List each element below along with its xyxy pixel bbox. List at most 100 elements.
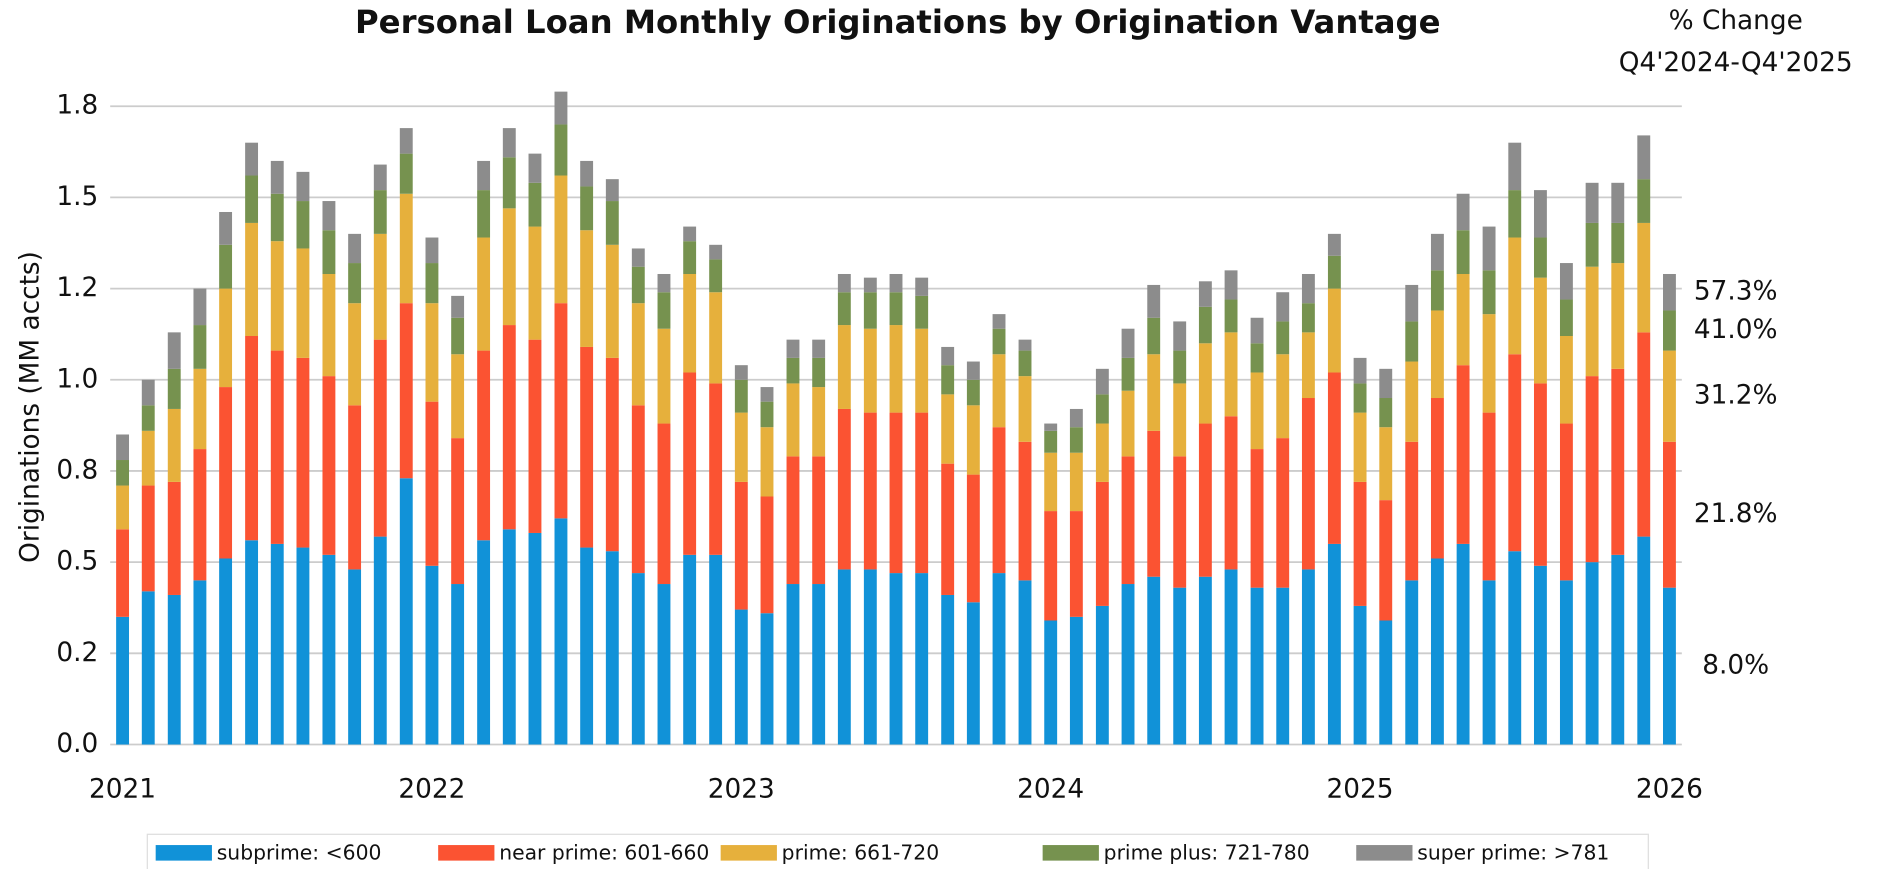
bar-segment	[502, 325, 516, 530]
change-label: 31.2%	[1694, 381, 1778, 411]
bar-segment	[1301, 332, 1315, 399]
bar-segment	[141, 379, 155, 406]
bar-segment	[1198, 343, 1212, 424]
bar-segment	[657, 292, 671, 329]
bar-segment	[1353, 605, 1367, 745]
bar-segment	[193, 288, 207, 326]
bar-segment	[399, 303, 413, 479]
y-tick-label: 1.8	[56, 91, 98, 121]
bar-segment	[1508, 190, 1522, 238]
bar-segment	[657, 273, 671, 293]
bar-segment	[1585, 222, 1599, 267]
bar-segment	[1224, 416, 1238, 570]
bar-segment	[709, 292, 723, 384]
bar-segment	[348, 263, 362, 304]
bar-segment	[1353, 383, 1367, 413]
bar-segment	[1173, 456, 1187, 588]
bar-segment	[451, 584, 465, 745]
bar-segment	[1533, 237, 1547, 278]
y-tick-label: 0.8	[56, 455, 98, 485]
bar-segment	[760, 427, 774, 497]
bar-segment	[1224, 270, 1238, 300]
bar-segment	[245, 222, 259, 337]
bar-segment	[1456, 543, 1470, 745]
bar-segment	[1559, 580, 1573, 745]
bar-segment	[580, 346, 594, 548]
bar-segment	[1637, 179, 1651, 223]
bar-segment	[1405, 321, 1419, 362]
bar-segment	[373, 536, 387, 745]
bar-segment	[554, 175, 568, 304]
x-tick-label: 2023	[708, 775, 775, 805]
bar-segment	[1224, 299, 1238, 333]
bar-segment	[1095, 605, 1109, 745]
legend-swatch	[438, 845, 495, 861]
bar-segment	[270, 160, 284, 194]
bar-segment	[1508, 237, 1522, 355]
bar-segment	[373, 190, 387, 234]
bar-segment	[296, 171, 310, 202]
bar-segment	[1637, 135, 1651, 180]
bar-segment	[477, 540, 491, 745]
bar-segment	[1662, 587, 1676, 745]
bar-segment	[1069, 408, 1083, 428]
bar-segment	[1173, 321, 1187, 351]
bar-segment	[1662, 350, 1676, 442]
bar-segment	[141, 591, 155, 745]
bar-segment	[1327, 288, 1341, 373]
bar-segment	[451, 438, 465, 585]
bar-segment	[193, 580, 207, 745]
bar-segment	[296, 201, 310, 249]
bar-segment	[966, 361, 980, 380]
change-label: 57.3%	[1694, 277, 1778, 307]
bar-segment	[477, 350, 491, 541]
bar-segment	[1301, 569, 1315, 745]
bar-segment	[631, 303, 645, 406]
bar-segment	[219, 244, 233, 289]
bar-segment	[915, 277, 929, 296]
bar-segment	[399, 193, 413, 304]
bar-segment	[786, 584, 800, 745]
bar-segment	[477, 190, 491, 238]
bar-segment	[554, 124, 568, 176]
bar-segment	[1198, 423, 1212, 577]
bar-segment	[1533, 277, 1547, 384]
x-tick-label: 2022	[398, 775, 465, 805]
bar-segment	[554, 303, 568, 519]
bar-segment	[1637, 222, 1651, 333]
bar-segment	[116, 460, 130, 486]
change-label: 8.0%	[1702, 651, 1769, 681]
bar-segment	[1482, 412, 1496, 581]
x-tick-label: 2025	[1327, 775, 1394, 805]
change-title: % Change	[1669, 6, 1803, 36]
bar-segment	[863, 412, 877, 570]
bar-segment	[1250, 372, 1264, 450]
bar-segment	[863, 277, 877, 293]
y-tick-label: 0.2	[56, 638, 98, 668]
bar-segment	[992, 314, 1006, 329]
bar-segment	[1353, 357, 1367, 384]
bar-segment	[270, 193, 284, 242]
bar-segment	[863, 569, 877, 745]
bar-segment	[1250, 343, 1264, 373]
bar-segment	[1430, 310, 1444, 399]
bar-segment	[812, 456, 826, 585]
bar-segment	[915, 412, 929, 574]
bar-segment	[966, 474, 980, 603]
bar-segment	[889, 273, 903, 293]
legend-label: near prime: 601-660	[499, 840, 709, 864]
legend-label: super prime: >781	[1417, 840, 1609, 864]
bar-segment	[1044, 452, 1058, 512]
bar-segment	[322, 554, 336, 745]
bar-segment	[760, 401, 774, 428]
bar-segment	[528, 182, 542, 227]
bar-segment	[812, 339, 826, 358]
bar-segment	[1121, 328, 1135, 358]
bar-segment	[1250, 317, 1264, 344]
bar-segment	[1405, 361, 1419, 442]
y-axis-label: Originations (MM accts)	[16, 251, 46, 563]
bar-segment	[477, 237, 491, 351]
bar-segment	[837, 273, 851, 293]
bar-segment	[1585, 266, 1599, 377]
bar-segment	[1559, 263, 1573, 300]
